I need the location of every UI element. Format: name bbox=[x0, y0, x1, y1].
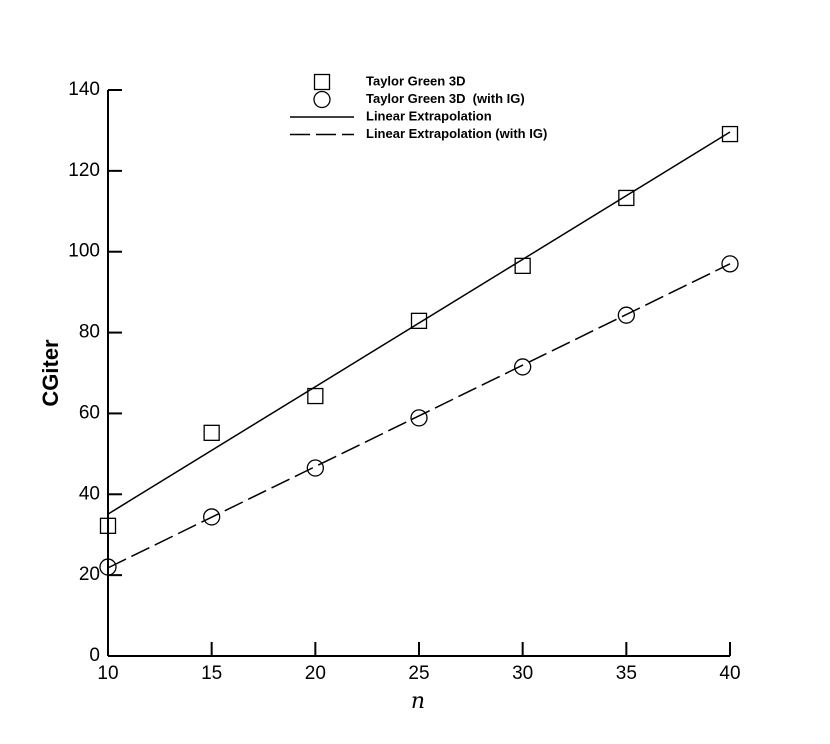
x-axis-label: n bbox=[411, 689, 425, 714]
marker-circle bbox=[410, 409, 428, 427]
marker-square bbox=[313, 73, 331, 91]
marker-circle bbox=[514, 358, 532, 376]
series-line bbox=[107, 263, 731, 569]
marker-square bbox=[721, 125, 739, 143]
marker-circle bbox=[721, 255, 739, 273]
marker-circle bbox=[306, 459, 324, 477]
marker-square bbox=[203, 424, 220, 441]
y-axis-label: CGiter bbox=[38, 339, 63, 407]
series-line bbox=[107, 131, 731, 515]
x-tick-label: 10 bbox=[97, 663, 118, 684]
x-tick-label: 15 bbox=[201, 663, 222, 684]
y-tick-label: 120 bbox=[68, 160, 100, 181]
x-tick-label: 25 bbox=[408, 663, 429, 684]
y-tick-label: 100 bbox=[68, 241, 100, 262]
marker-square bbox=[514, 257, 531, 275]
marker-circle bbox=[203, 508, 221, 526]
marker-circle bbox=[313, 90, 331, 109]
marker-square bbox=[99, 517, 117, 534]
legend-label: Linear Extrapolation bbox=[366, 108, 492, 123]
y-tick-label: 0 bbox=[89, 645, 100, 666]
x-tick-label: 20 bbox=[305, 663, 326, 684]
y-tick-label: 140 bbox=[68, 79, 100, 100]
x-tick-label: 35 bbox=[616, 663, 637, 684]
y-tick-label: 80 bbox=[79, 322, 100, 343]
marker-square bbox=[410, 312, 428, 329]
marker-square bbox=[618, 189, 635, 207]
legend-label: Taylor Green 3D (with IG) bbox=[366, 91, 525, 106]
marker-square bbox=[307, 387, 324, 405]
legend-label: Taylor Green 3D bbox=[366, 73, 465, 88]
x-tick-label: 40 bbox=[719, 663, 740, 684]
y-tick-label: 40 bbox=[79, 483, 100, 504]
y-tick-label: 60 bbox=[79, 402, 100, 423]
legend-label: Linear Extrapolation (with IG) bbox=[366, 126, 547, 141]
y-tick-label: 20 bbox=[79, 564, 100, 585]
marker-circle bbox=[617, 306, 635, 324]
x-tick-label: 30 bbox=[512, 663, 533, 684]
marker-circle bbox=[99, 558, 117, 576]
